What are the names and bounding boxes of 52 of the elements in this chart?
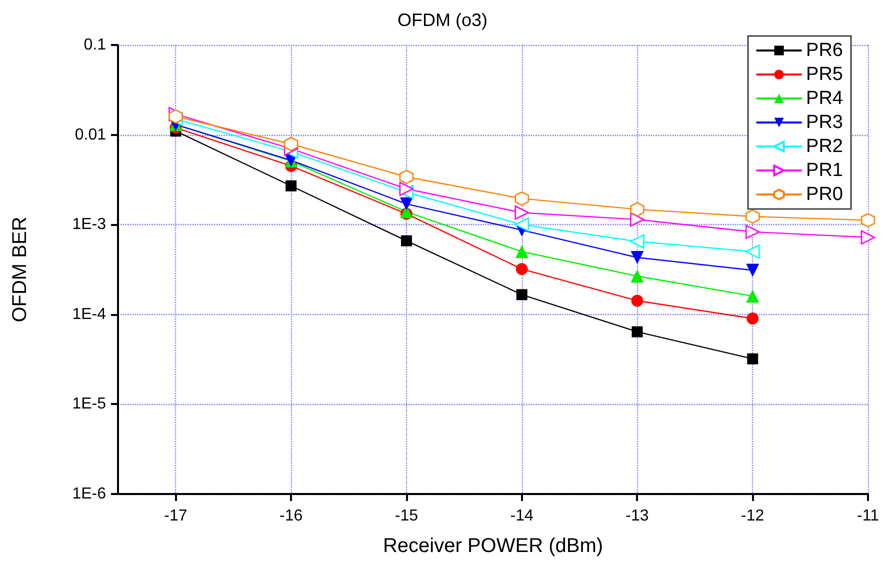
y-tick-label: 0.1 — [84, 36, 106, 54]
y-axis-title: OFDM BER — [9, 216, 31, 322]
legend-label: PR4 — [806, 88, 844, 109]
legend-label: PR1 — [806, 160, 844, 181]
x-tick-label: -15 — [394, 508, 418, 524]
point — [515, 245, 528, 258]
y-tick-label: 1E-6 — [72, 486, 106, 502]
chart-title: OFDM (o3) — [398, 10, 488, 30]
point — [746, 290, 760, 303]
legend-label: PR3 — [806, 112, 844, 133]
point — [630, 202, 644, 216]
point — [630, 270, 644, 283]
point — [860, 213, 876, 228]
point — [630, 251, 644, 264]
point — [746, 264, 760, 277]
point — [400, 197, 413, 210]
x-axis-title: Receiver POWER (dBm) — [382, 535, 604, 557]
legend-label: PR6 — [806, 40, 844, 61]
point — [516, 289, 528, 300]
x-tick-label: -11 — [857, 508, 880, 524]
x-tick-label: -14 — [510, 508, 534, 524]
point — [747, 353, 758, 364]
point — [745, 244, 760, 259]
legend-label: PR5 — [806, 64, 844, 85]
point — [400, 235, 412, 246]
point — [284, 136, 298, 152]
point — [631, 294, 644, 307]
point — [286, 180, 297, 192]
x-tick-label: -17 — [164, 508, 188, 524]
x-tick-label: -13 — [626, 508, 649, 524]
legend-label: PR0 — [806, 184, 844, 205]
point — [860, 230, 876, 245]
point — [514, 191, 529, 206]
y-tick-label: 0.01 — [74, 126, 106, 144]
legend-label: PR2 — [806, 136, 844, 157]
point — [632, 326, 643, 338]
point — [745, 209, 760, 224]
y-tick-label: 1E-3 — [72, 216, 106, 234]
x-tick-label: -12 — [741, 508, 764, 524]
point — [746, 312, 759, 325]
y-tick-label: 1E-5 — [72, 396, 106, 413]
point — [630, 234, 644, 249]
point — [745, 224, 760, 240]
point — [514, 205, 529, 220]
point — [516, 263, 528, 276]
y-tick-label: 1E-4 — [72, 306, 106, 323]
point — [399, 170, 414, 184]
point — [399, 182, 414, 196]
point — [514, 217, 529, 232]
point — [168, 109, 183, 124]
point — [630, 212, 644, 227]
x-tick-label: -16 — [280, 508, 303, 524]
